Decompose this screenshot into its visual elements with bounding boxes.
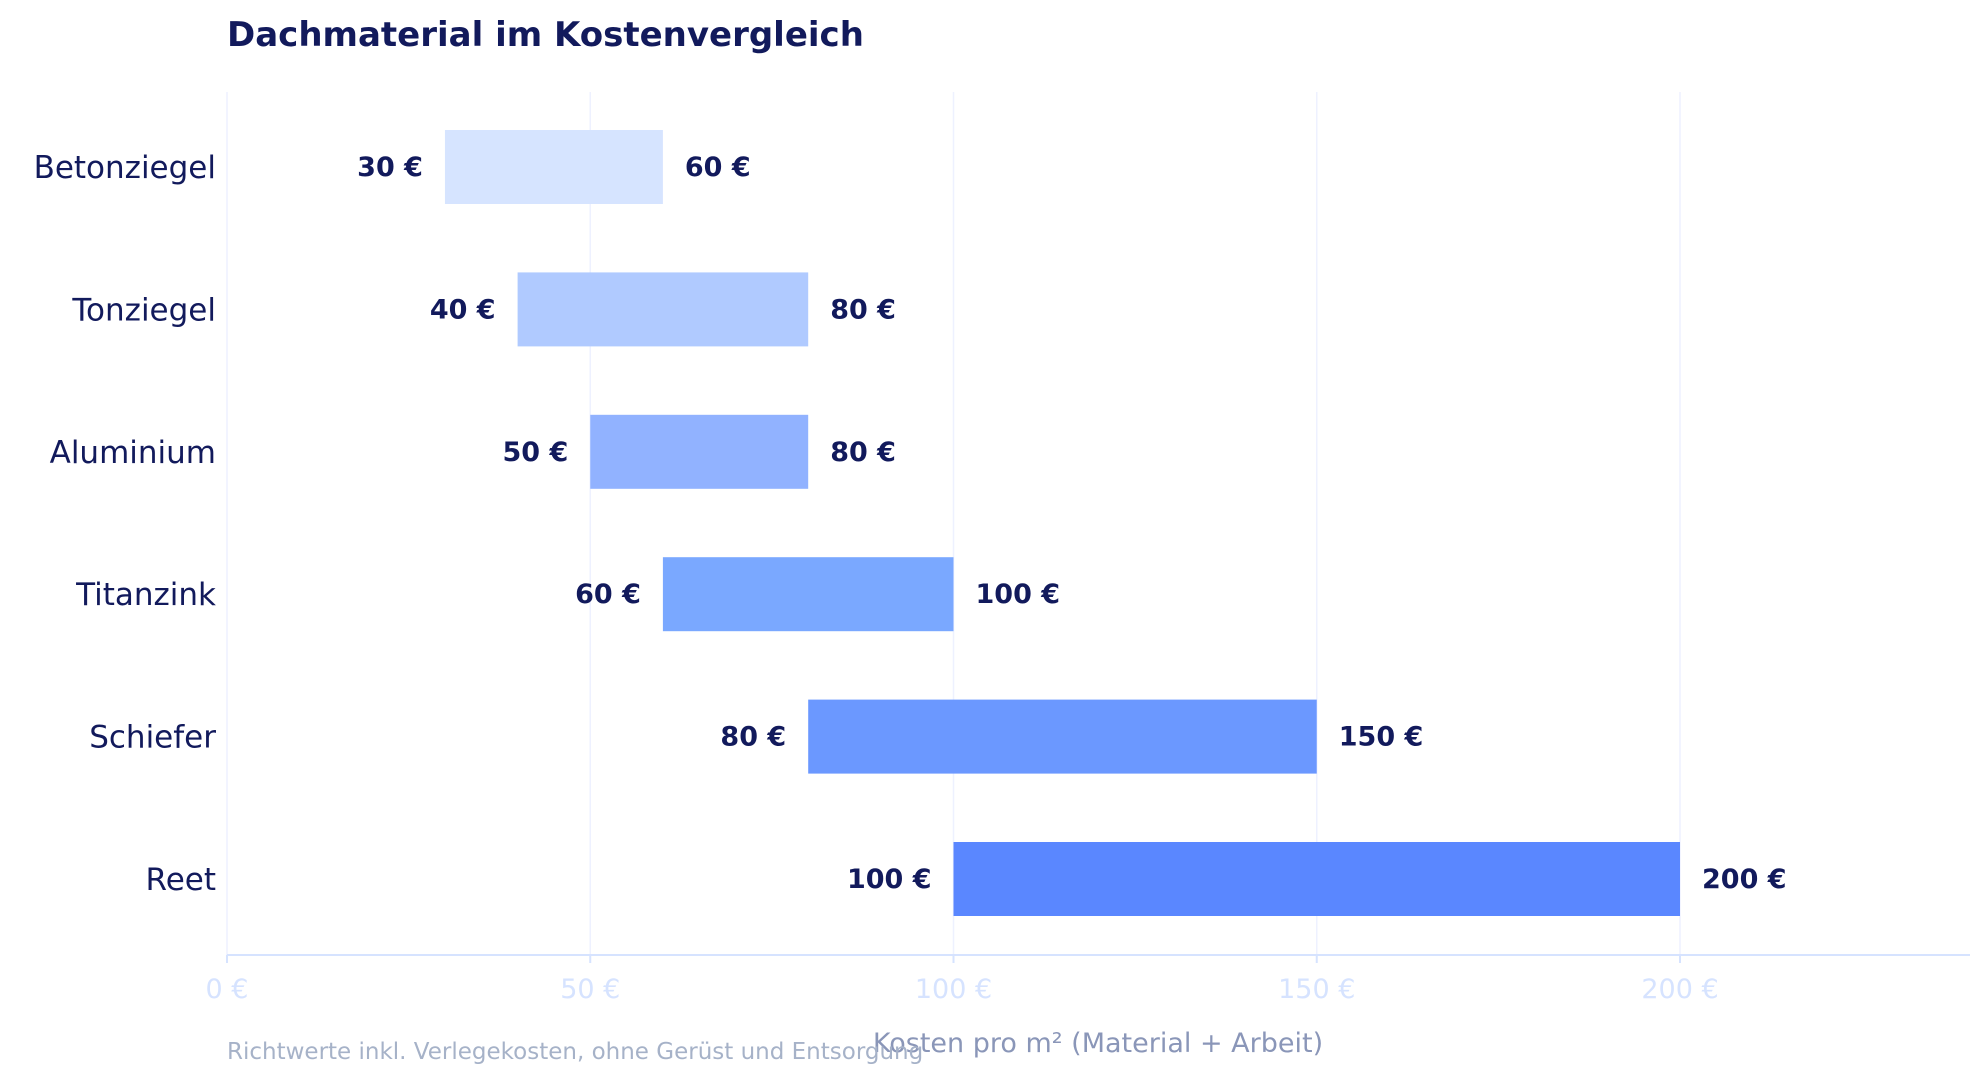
x-tick-label-0: 0 € — [206, 974, 249, 1005]
value-labels: 30 € 60 € 40 € 80 € 50 € 80 € 60 € 100 € 80 € 150… — [357, 152, 1786, 895]
category-labels: Betonziegel Tonziegel Aluminium Titanzink Sc… — [34, 150, 217, 898]
low-value-label-3: 60 € — [575, 579, 641, 610]
high-value-label-4: 150 € — [1339, 722, 1424, 753]
bar-1 — [517, 272, 809, 347]
high-value-label-0: 60 € — [685, 152, 751, 183]
low-value-label-1: 40 € — [430, 294, 496, 325]
x-axis-label: Kosten pro m² (Material + Arbeit) — [873, 1028, 1323, 1059]
x-tick-label-4: 200 € — [1641, 974, 1718, 1005]
category-label-3: Titanzink — [75, 577, 216, 613]
low-value-label-2: 50 € — [502, 437, 568, 468]
x-tick-label-1: 50 € — [560, 974, 620, 1005]
bar-3 — [662, 557, 954, 632]
category-label-2: Aluminium — [50, 435, 216, 471]
category-label-5: Reet — [146, 862, 216, 898]
high-value-label-3: 100 € — [976, 579, 1061, 610]
chart-title: Dachmaterial im Kostenvergleich — [227, 15, 864, 55]
category-label-4: Schiefer — [89, 720, 216, 756]
low-value-label-0: 30 € — [357, 152, 423, 183]
bar-0 — [444, 130, 663, 204]
high-value-label-1: 80 € — [830, 294, 896, 325]
footnote: Richtwerte inkl. Verlegekosten, ohne Ger… — [227, 1039, 923, 1065]
category-label-1: Tonziegel — [71, 292, 216, 328]
low-value-label-5: 100 € — [847, 864, 932, 895]
bar-5 — [953, 842, 1680, 916]
category-label-0: Betonziegel — [34, 150, 216, 186]
x-tick-label-3: 150 € — [1278, 974, 1355, 1005]
high-value-label-2: 80 € — [830, 437, 896, 468]
bars — [444, 130, 1680, 916]
x-tick-labels: 0 € 50 € 100 € 150 € 200 € — [206, 955, 1719, 1005]
bar-2 — [590, 414, 809, 489]
bar-4 — [808, 699, 1317, 774]
grid-lines — [226, 92, 1681, 955]
x-tick-label-2: 100 € — [915, 974, 992, 1005]
high-value-label-5: 200 € — [1702, 864, 1787, 895]
low-value-label-4: 80 € — [720, 722, 786, 753]
